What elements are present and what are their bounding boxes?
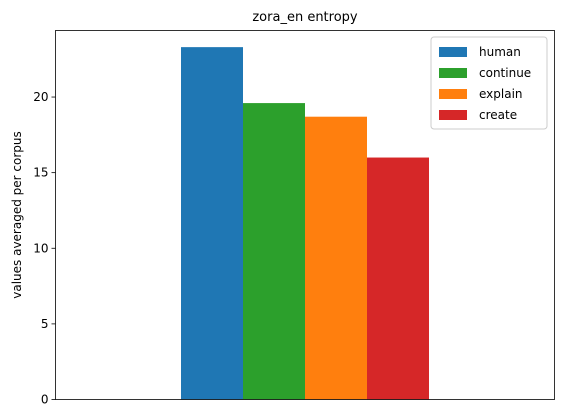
bar-create — [367, 157, 429, 400]
y-tick-label: 0 — [41, 393, 49, 407]
legend-swatch-explain — [439, 89, 467, 99]
y-tick-label: 5 — [41, 317, 49, 331]
legend-label-continue: continue — [479, 66, 531, 80]
legend-swatch-continue — [439, 68, 467, 78]
chart-title: zora_en entropy — [252, 10, 358, 25]
legend-label-create: create — [479, 108, 517, 122]
plot-frame — [55, 30, 555, 400]
bar-explain — [305, 116, 367, 400]
legend-swatch-human — [439, 47, 467, 57]
y-axis-ticks: 0 5 10 15 20 — [33, 90, 56, 407]
bar-human — [181, 47, 243, 400]
y-tick-label: 15 — [33, 166, 48, 180]
y-tick-label: 20 — [33, 90, 48, 104]
legend-label-human: human — [479, 45, 521, 59]
bars-group — [181, 47, 429, 400]
bar-continue — [243, 103, 305, 400]
legend-frame — [430, 36, 548, 130]
legend: human continue explain create — [430, 36, 548, 130]
y-tick-label: 10 — [33, 241, 48, 255]
y-axis-label: values averaged per corpus — [10, 131, 24, 299]
legend-swatch-create — [439, 110, 467, 120]
legend-label-explain: explain — [479, 87, 523, 101]
